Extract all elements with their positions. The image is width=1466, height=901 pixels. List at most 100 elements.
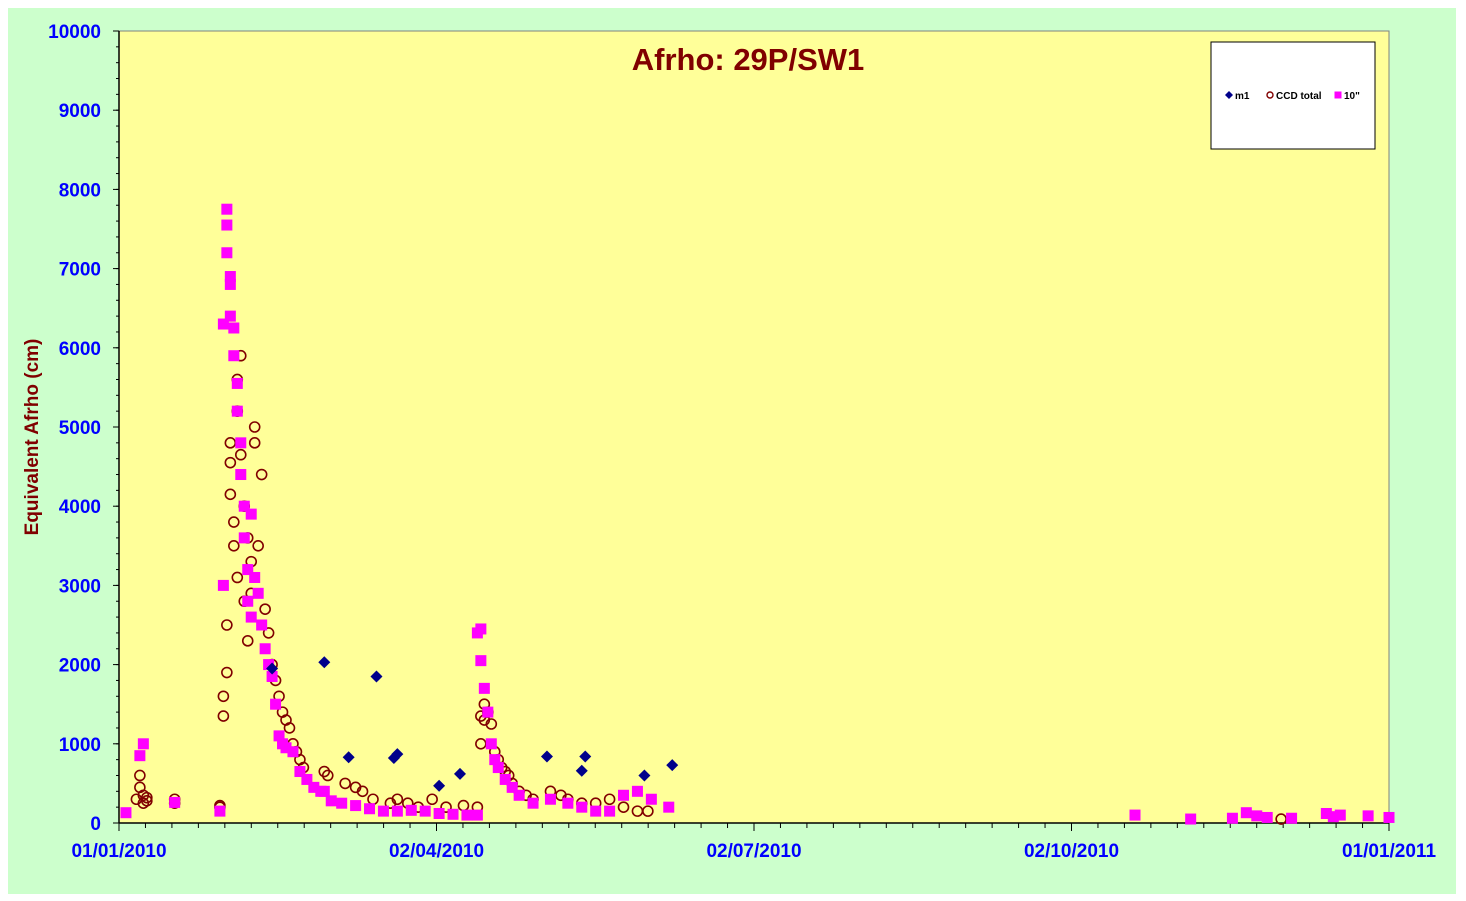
data-point — [471, 809, 483, 821]
data-point — [224, 278, 236, 290]
data-point — [255, 468, 268, 481]
data-point — [562, 797, 574, 809]
data-point — [618, 789, 630, 801]
data-point — [231, 571, 244, 584]
data-point — [391, 805, 403, 817]
data-point — [224, 456, 237, 469]
data-point — [252, 587, 264, 599]
data-point — [342, 751, 355, 764]
data-point — [228, 350, 240, 362]
data-point — [1185, 813, 1197, 825]
y-axis-ticks: 0 1000 2000 3000 4000 5000 6000 7000 8000 9000 100… — [48, 22, 119, 835]
data-marks — [120, 203, 1395, 825]
data-point — [224, 488, 237, 501]
data-point — [248, 421, 261, 433]
data-point — [137, 738, 149, 750]
data-point — [453, 767, 466, 780]
data-point — [238, 500, 250, 512]
data-point — [283, 722, 296, 734]
data-point — [217, 690, 230, 703]
data-point — [1226, 812, 1238, 824]
data-point — [645, 793, 657, 805]
data-point — [356, 785, 369, 798]
data-point — [1327, 811, 1339, 823]
data-point — [506, 781, 518, 793]
data-point — [266, 662, 279, 675]
data-point — [666, 759, 679, 772]
data-point — [1362, 810, 1374, 822]
data-point — [120, 807, 132, 819]
data-point — [245, 611, 257, 623]
chart-area: 0 1000 2000 3000 4000 5000 6000 7000 8000 9000 100… — [8, 8, 1456, 894]
data-point — [590, 805, 602, 817]
data-point — [433, 779, 446, 792]
legend-label: m1 — [1235, 91, 1250, 102]
data-point — [419, 805, 431, 817]
y-tick-label: 9000 — [59, 101, 101, 122]
data-point — [1334, 809, 1346, 821]
data-point — [221, 203, 233, 215]
data-point — [228, 516, 240, 528]
x-tick-label: 01/01/2011 — [1342, 841, 1436, 862]
data-point — [301, 773, 313, 785]
data-point — [638, 769, 651, 782]
y-tick-label: 8000 — [59, 180, 101, 201]
data-point — [224, 271, 236, 283]
data-point — [141, 791, 153, 804]
y-tick-label: 10000 — [48, 22, 101, 43]
y-tick-label: 5000 — [59, 418, 101, 439]
data-point — [235, 469, 247, 481]
data-point — [228, 322, 240, 334]
data-point — [433, 807, 445, 819]
legend-marker — [1334, 91, 1342, 99]
legend-box — [1210, 41, 1376, 150]
data-point — [579, 750, 592, 763]
legend-marker — [1266, 91, 1274, 99]
data-point — [575, 764, 588, 777]
data-point — [478, 682, 490, 694]
data-point — [318, 785, 330, 797]
data-point — [370, 670, 383, 683]
data-point — [273, 730, 285, 742]
y-tick-label: 2000 — [59, 656, 101, 677]
data-point — [263, 659, 275, 671]
y-tick-label: 1000 — [59, 735, 101, 756]
data-point — [527, 797, 539, 809]
data-point — [242, 564, 254, 576]
series-square — [120, 203, 1395, 825]
data-point — [231, 377, 243, 389]
data-point — [217, 710, 230, 722]
data-point — [228, 539, 240, 552]
data-point — [262, 627, 275, 639]
data-point — [405, 804, 417, 816]
data-point — [221, 666, 233, 679]
data-point — [217, 579, 229, 591]
data-point — [1286, 812, 1298, 824]
data-point — [603, 793, 616, 806]
data-point — [642, 805, 654, 817]
x-tick-label: 02/07/2010 — [706, 841, 801, 862]
x-tick-label: 02/10/2010 — [1024, 841, 1119, 862]
data-point — [259, 603, 271, 615]
data-point — [221, 219, 233, 231]
data-point — [447, 808, 459, 820]
data-point — [308, 781, 320, 793]
data-point — [214, 805, 226, 817]
data-point — [339, 777, 351, 790]
data-point — [321, 769, 334, 782]
data-point — [249, 571, 261, 583]
data-point — [241, 635, 254, 647]
data-point — [426, 793, 438, 806]
y-tick-label: 7000 — [59, 260, 101, 281]
data-point — [1251, 810, 1263, 822]
data-point — [492, 762, 504, 774]
data-point — [1383, 811, 1395, 823]
data-point — [280, 742, 292, 754]
data-point — [540, 750, 553, 763]
data-point — [482, 706, 494, 718]
data-point — [266, 670, 278, 682]
chart-title: Afrho: 29P/SW1 — [632, 42, 865, 77]
data-point — [485, 738, 497, 750]
data-point — [134, 769, 146, 782]
y-tick-label: 4000 — [59, 497, 101, 518]
